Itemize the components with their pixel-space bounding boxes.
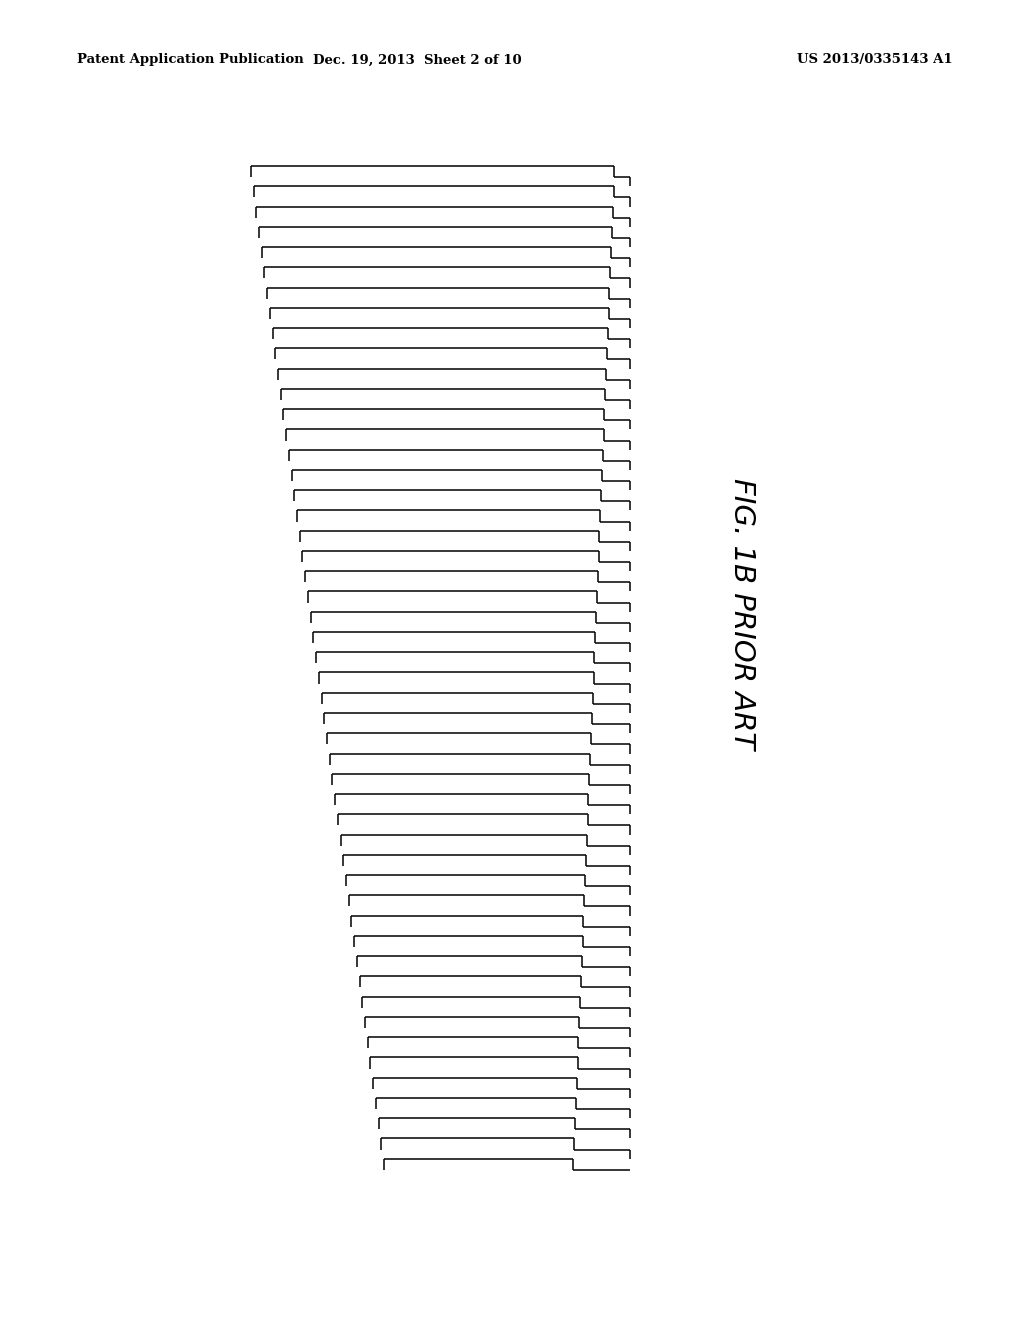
Text: Patent Application Publication: Patent Application Publication — [77, 53, 303, 66]
Text: US 2013/0335143 A1: US 2013/0335143 A1 — [797, 53, 952, 66]
Text: Dec. 19, 2013  Sheet 2 of 10: Dec. 19, 2013 Sheet 2 of 10 — [313, 53, 522, 66]
Text: FIG. 1B PRIOR ART: FIG. 1B PRIOR ART — [728, 478, 757, 750]
